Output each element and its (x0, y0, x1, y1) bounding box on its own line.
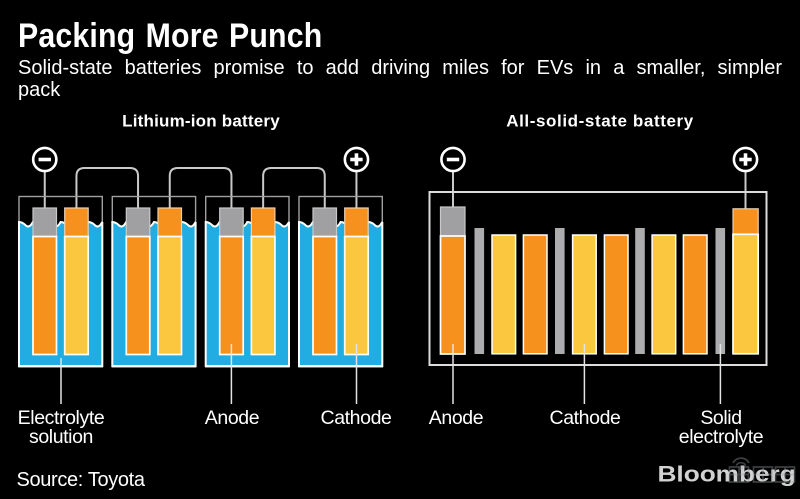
svg-text:Cathode: Cathode (550, 407, 621, 429)
svg-text:Anode: Anode (205, 407, 259, 429)
svg-text:electrolyte: electrolyte (679, 426, 763, 448)
svg-text:Solid: Solid (700, 407, 741, 429)
svg-text:Bloomberg: Bloomberg (658, 462, 796, 487)
svg-text:Cathode: Cathode (321, 407, 392, 429)
svg-text:solution: solution (29, 426, 93, 448)
svg-text:Anode: Anode (429, 407, 483, 429)
svg-text:Lithium-ion battery: Lithium-ion battery (122, 112, 280, 131)
svg-text:Electrolyte: Electrolyte (18, 407, 105, 429)
svg-text:All-solid-state battery: All-solid-state battery (506, 112, 694, 131)
svg-text:Source: Toyota: Source: Toyota (17, 469, 146, 491)
